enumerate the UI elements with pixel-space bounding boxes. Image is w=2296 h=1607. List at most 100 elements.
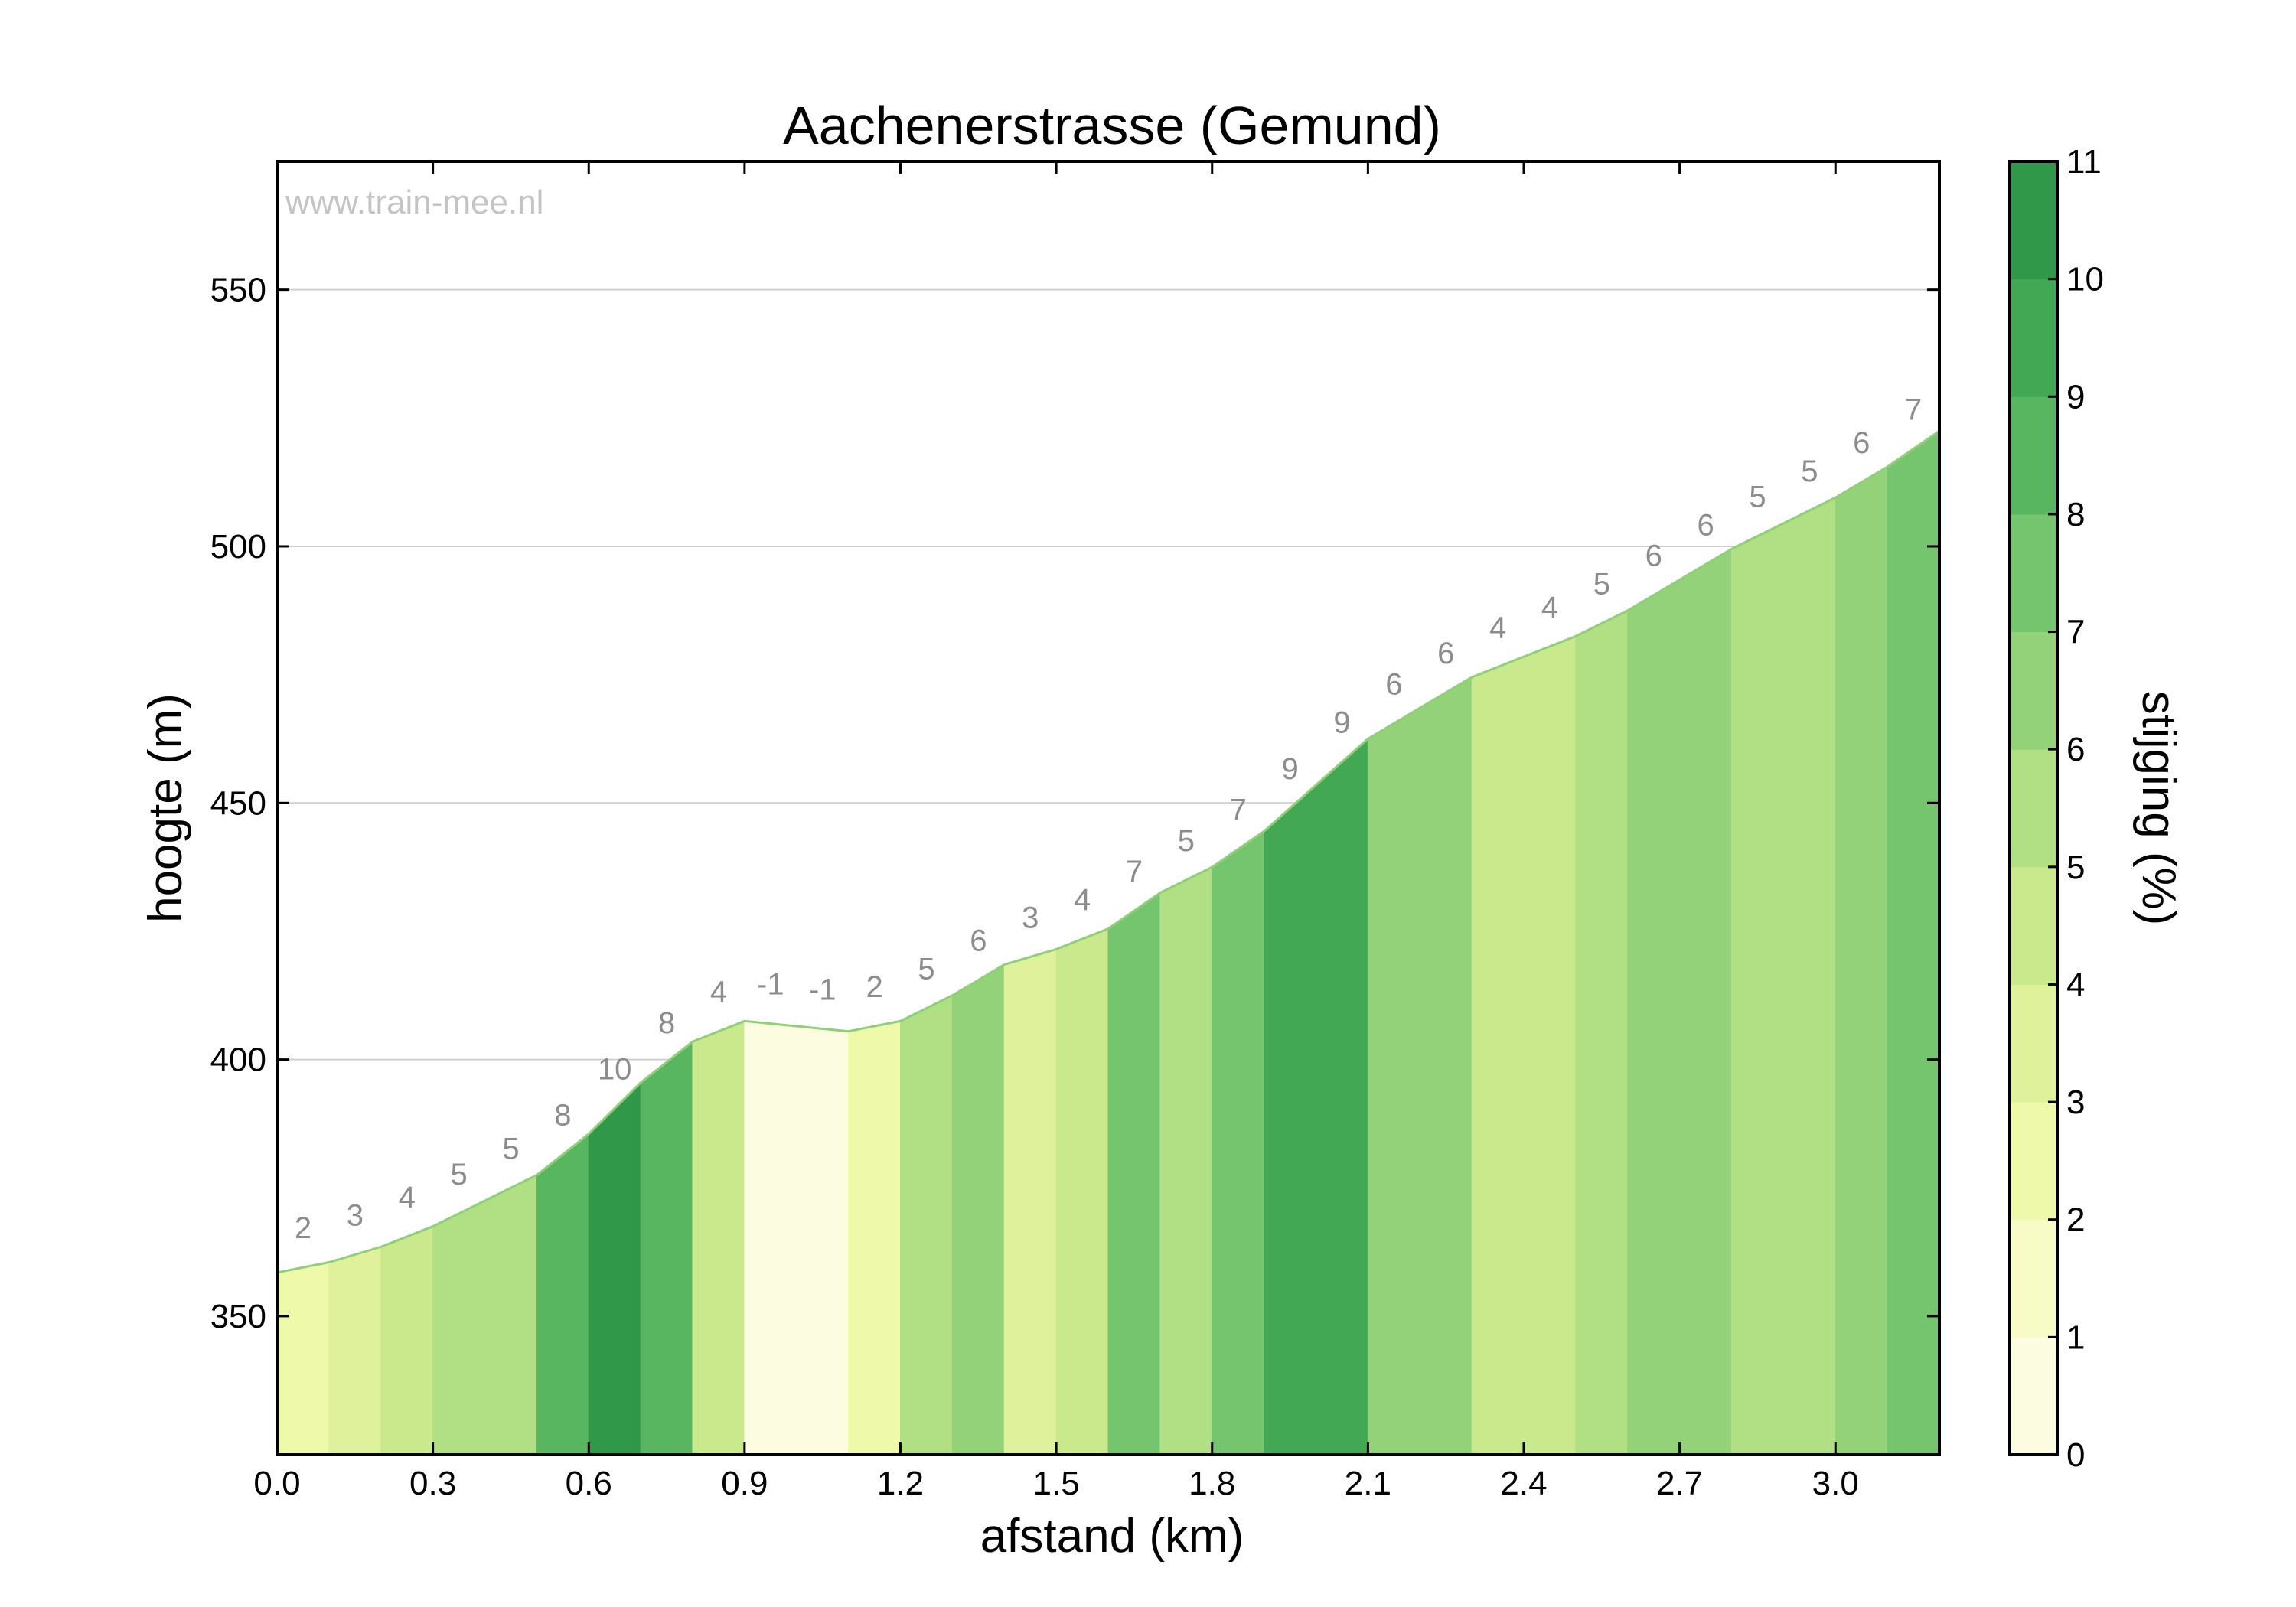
colorbar-band-6 [2010,631,2057,750]
x-tick-label-2.1: 2.1 [1345,1465,1391,1502]
grade-labels: 2 3 4 5 5 8 10 8 4 -1 -1 2 5 6 3 4 7 5 7 9 9 6 6 4 4 5 6 6 5 5 6 7 [295,393,1922,1246]
grade-label-3: 5 [450,1158,467,1191]
segment-12 [900,994,953,1455]
colorbar-bands [2010,161,2057,1455]
segment-11 [848,1020,901,1455]
grade-label-13: 6 [970,924,987,958]
grade-label-26: 6 [1645,539,1662,573]
profile-line [276,429,1940,1274]
colorbar-band-3 [2010,984,2057,1103]
grade-label-11: 2 [866,970,882,1004]
segment-1 [328,1246,382,1455]
x-tick-label-1.5: 1.5 [1033,1465,1080,1502]
segment-31 [1887,430,1940,1455]
y-tick-label-500: 500 [210,528,266,566]
colorbar-tick-label-6: 6 [2066,731,2085,768]
colorbar-tick-label-3: 3 [2066,1084,2085,1121]
colorbar-band-5 [2010,749,2057,868]
colorbar-frame [2008,160,2059,1456]
x-tick-label-1.2: 1.2 [877,1465,924,1502]
colorbar-tick-label-0: 0 [2066,1436,2085,1474]
colorbar-band-7 [2010,513,2057,633]
colorbar-tick-label-7: 7 [2066,614,2085,651]
colorbar-tick-label-8: 8 [2066,496,2085,533]
segment-20 [1316,738,1368,1455]
colorbar: 0 1 2 3 4 5 6 7 8 9 10 11 stijging (%) [2008,143,2185,1474]
grade-label-14: 3 [1022,901,1039,934]
x-tick-label-0.3: 0.3 [409,1465,456,1502]
segment-8 [692,1020,745,1455]
colorbar-band-10 [2010,161,2057,280]
grade-label-10: -1 [809,973,837,1006]
y-tick-label-550: 550 [210,272,266,309]
grade-label-18: 7 [1230,794,1247,827]
plot-frame [276,160,1941,1456]
colorbar-band-0 [2010,1337,2057,1455]
segment-16 [1107,892,1161,1455]
y-tick-label-350: 350 [210,1298,266,1335]
segment-14 [1003,948,1057,1455]
segment-21 [1367,707,1420,1455]
y-axis-label: hoogte (m) [139,693,192,923]
elevation-segments [276,430,1940,1455]
grade-label-7: 8 [658,1006,675,1040]
colorbar-label: stijging (%) [2132,691,2185,926]
x-tick-label-1.8: 1.8 [1189,1465,1235,1502]
colorbar-tick-label-2: 2 [2066,1201,2085,1239]
x-tick-label-0.0: 0.0 [253,1465,300,1502]
x-tick-label-3.0: 3.0 [1812,1465,1859,1502]
segment-6 [588,1081,641,1455]
colorbar-tick-label-5: 5 [2066,849,2085,886]
grade-label-20: 9 [1333,706,1350,740]
grade-label-6: 10 [598,1052,632,1086]
grade-label-19: 9 [1281,752,1298,786]
segment-26 [1627,579,1681,1455]
segment-0 [276,1261,330,1455]
chart-title: Aachenerstrasse (Gemund) [783,96,1441,155]
colorbar-band-2 [2010,1102,2057,1221]
segment-30 [1835,466,1888,1455]
grade-label-9: -1 [757,968,784,1002]
segment-7 [640,1041,693,1455]
y-axis: 350 400 450 500 550 [210,272,1939,1335]
grade-label-17: 5 [1178,824,1195,858]
segment-27 [1679,548,1732,1455]
grade-label-15: 4 [1074,883,1091,917]
grade-label-8: 4 [710,976,727,1009]
segment-17 [1159,866,1213,1455]
grade-label-29: 5 [1801,455,1818,488]
colorbar-band-8 [2010,396,2057,515]
segment-15 [1055,927,1109,1455]
segment-10 [796,1025,850,1455]
colorbar-tick-label-10: 10 [2066,261,2104,298]
grade-label-1: 3 [347,1198,364,1232]
watermark: www.train-mee.nl [285,184,543,221]
x-axis: 0.0 0.3 0.6 0.9 1.2 1.5 1.8 2.1 2.4 2.7 3.0 [253,161,1859,1502]
profile-polyline [276,429,1940,1274]
y-tick-label-450: 450 [210,784,266,822]
grade-label-0: 2 [295,1211,311,1245]
segment-3 [432,1200,485,1455]
x-tick-label-0.6: 0.6 [566,1465,612,1502]
grade-label-23: 4 [1489,611,1506,645]
grade-label-28: 5 [1749,481,1766,514]
grade-label-27: 6 [1697,508,1714,542]
x-tick-label-0.9: 0.9 [721,1465,768,1502]
grade-label-4: 5 [502,1132,519,1165]
segment-24 [1523,635,1577,1455]
x-tick-label-2.7: 2.7 [1656,1465,1703,1502]
y-tick-label-400: 400 [210,1041,266,1079]
grade-label-21: 6 [1385,667,1402,701]
colorbar-tick-label-9: 9 [2066,378,2085,416]
grade-label-5: 8 [554,1099,571,1133]
colorbar-band-4 [2010,866,2057,985]
grade-label-31: 7 [1905,393,1922,427]
grade-label-12: 5 [918,953,934,986]
x-tick-label-2.4: 2.4 [1500,1465,1547,1502]
segment-4 [484,1174,537,1455]
colorbar-tick-label-1: 1 [2066,1319,2085,1356]
grade-label-16: 7 [1126,855,1143,888]
segment-9 [744,1020,797,1455]
segment-13 [951,963,1005,1455]
